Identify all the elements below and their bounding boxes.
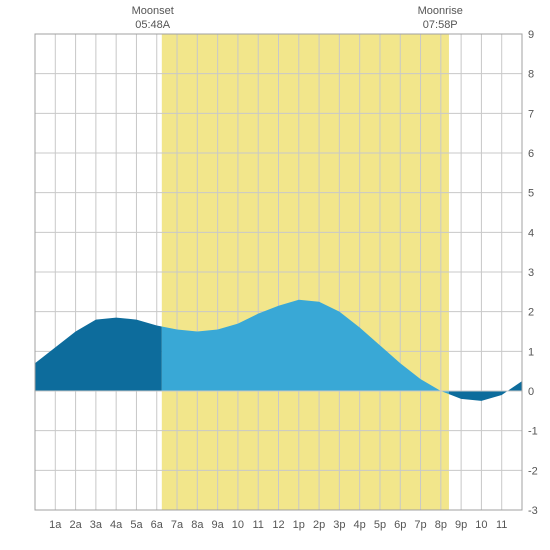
y-tick-label: 6 (528, 148, 534, 160)
y-tick-label: 7 (528, 108, 534, 120)
tide-chart: Moonset 05:48A Moonrise 07:58P -3-2-1012… (0, 0, 550, 550)
y-tick-label: 2 (528, 307, 534, 319)
x-tick-label: 8a (191, 519, 204, 531)
y-tick-label: 5 (528, 188, 534, 200)
x-tick-label: 1p (293, 519, 305, 531)
x-tick-label: 4p (354, 519, 366, 531)
x-tick-label: 9a (212, 519, 225, 531)
y-tick-label: 4 (528, 227, 534, 239)
x-tick-label: 8p (435, 519, 447, 531)
x-tick-label: 10 (232, 519, 244, 531)
moonrise-label: Moonrise (418, 4, 463, 18)
x-tick-label: 10 (475, 519, 487, 531)
y-tick-label: 1 (528, 346, 534, 358)
x-tick-label: 9p (455, 519, 467, 531)
x-tick-label: 5a (130, 519, 143, 531)
x-tick-label: 5p (374, 519, 386, 531)
x-tick-label: 7p (414, 519, 426, 531)
x-tick-label: 2p (313, 519, 325, 531)
x-tick-label: 11 (252, 519, 263, 531)
y-tick-label: 8 (528, 69, 534, 81)
x-tick-label: 3p (333, 519, 345, 531)
y-tick-label: -3 (528, 505, 538, 517)
x-tick-label: 12 (272, 519, 284, 531)
x-tick-label: 4a (110, 519, 123, 531)
y-tick-label: 9 (528, 29, 534, 41)
x-tick-label: 6p (394, 519, 406, 531)
y-tick-label: 0 (528, 386, 534, 398)
moonrise-time: 07:58P (418, 18, 463, 32)
moonset-label: Moonset (132, 4, 174, 18)
y-tick-label: -2 (528, 465, 538, 477)
x-tick-label: 7a (171, 519, 184, 531)
y-tick-label: -1 (528, 426, 538, 438)
moonset-annotation: Moonset 05:48A (132, 4, 174, 33)
x-tick-label: 11 (496, 519, 507, 531)
x-tick-label: 2a (69, 519, 82, 531)
x-tick-label: 1a (49, 519, 62, 531)
y-tick-label: 3 (528, 267, 534, 279)
moonset-time: 05:48A (132, 18, 174, 32)
x-tick-label: 6a (151, 519, 164, 531)
moonrise-annotation: Moonrise 07:58P (418, 4, 463, 33)
x-tick-label: 3a (90, 519, 103, 531)
chart-svg: -3-2-101234567891a2a3a4a5a6a7a8a9a101112… (0, 0, 550, 550)
